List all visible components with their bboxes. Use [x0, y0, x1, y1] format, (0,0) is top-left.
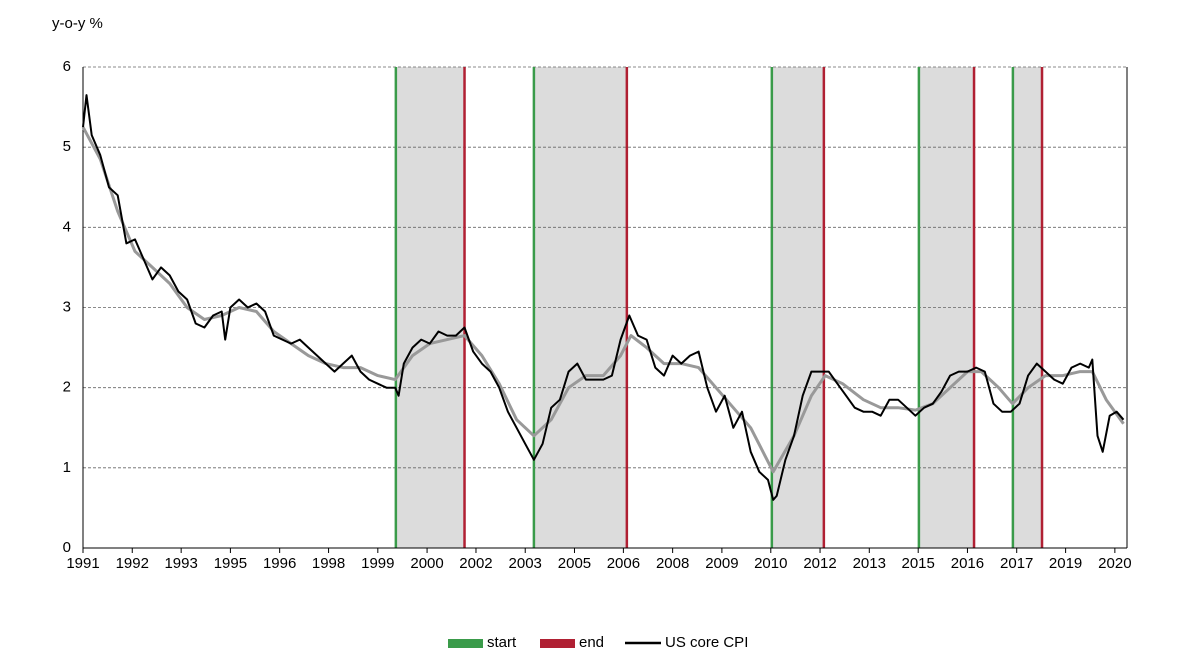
x-tick-label: 2016 [951, 555, 984, 572]
x-tick-label: 2019 [1049, 555, 1082, 572]
x-tick-label: 2009 [705, 555, 738, 572]
x-tick-label: 1993 [164, 555, 197, 572]
x-tick-label: 2017 [1000, 555, 1033, 572]
x-tick-label: 2002 [459, 555, 492, 572]
y-tick-label: 1 [63, 459, 71, 476]
legend-label: US core CPI [665, 634, 748, 651]
x-tick-label: 2006 [607, 555, 640, 572]
x-tick-label: 2008 [656, 555, 689, 572]
y-tick-label: 2 [63, 379, 71, 396]
legend-swatch [448, 639, 483, 648]
x-tick-label: 1996 [263, 555, 296, 572]
legend-swatch [540, 639, 575, 648]
x-tick-label: 2013 [853, 555, 886, 572]
y-tick-label: 0 [63, 539, 71, 556]
series-line [81, 126, 1125, 474]
x-tick-label: 1995 [214, 555, 247, 572]
x-tick-label: 2005 [558, 555, 591, 572]
y-tick-label: 3 [63, 298, 71, 315]
legend-label: end [579, 634, 604, 651]
x-tick-label: 1991 [66, 555, 99, 572]
x-tick-label: 2012 [803, 555, 836, 572]
y-tick-label: 4 [63, 218, 71, 235]
band [1012, 67, 1043, 548]
y-axis-label: y-o-y % [52, 15, 103, 32]
legend-label: start [487, 634, 517, 651]
series-line [82, 94, 1125, 501]
x-tick-label: 2020 [1098, 555, 1131, 572]
x-tick-label: 2015 [902, 555, 935, 572]
x-tick-label: 2003 [509, 555, 542, 572]
x-tick-label: 2000 [410, 555, 443, 572]
x-tick-label: 1998 [312, 555, 345, 572]
x-tick-label: 2010 [754, 555, 787, 572]
y-tick-label: 5 [63, 138, 71, 155]
x-tick-label: 1992 [116, 555, 149, 572]
y-tick-label: 6 [63, 58, 71, 75]
x-tick-label: 1999 [361, 555, 394, 572]
